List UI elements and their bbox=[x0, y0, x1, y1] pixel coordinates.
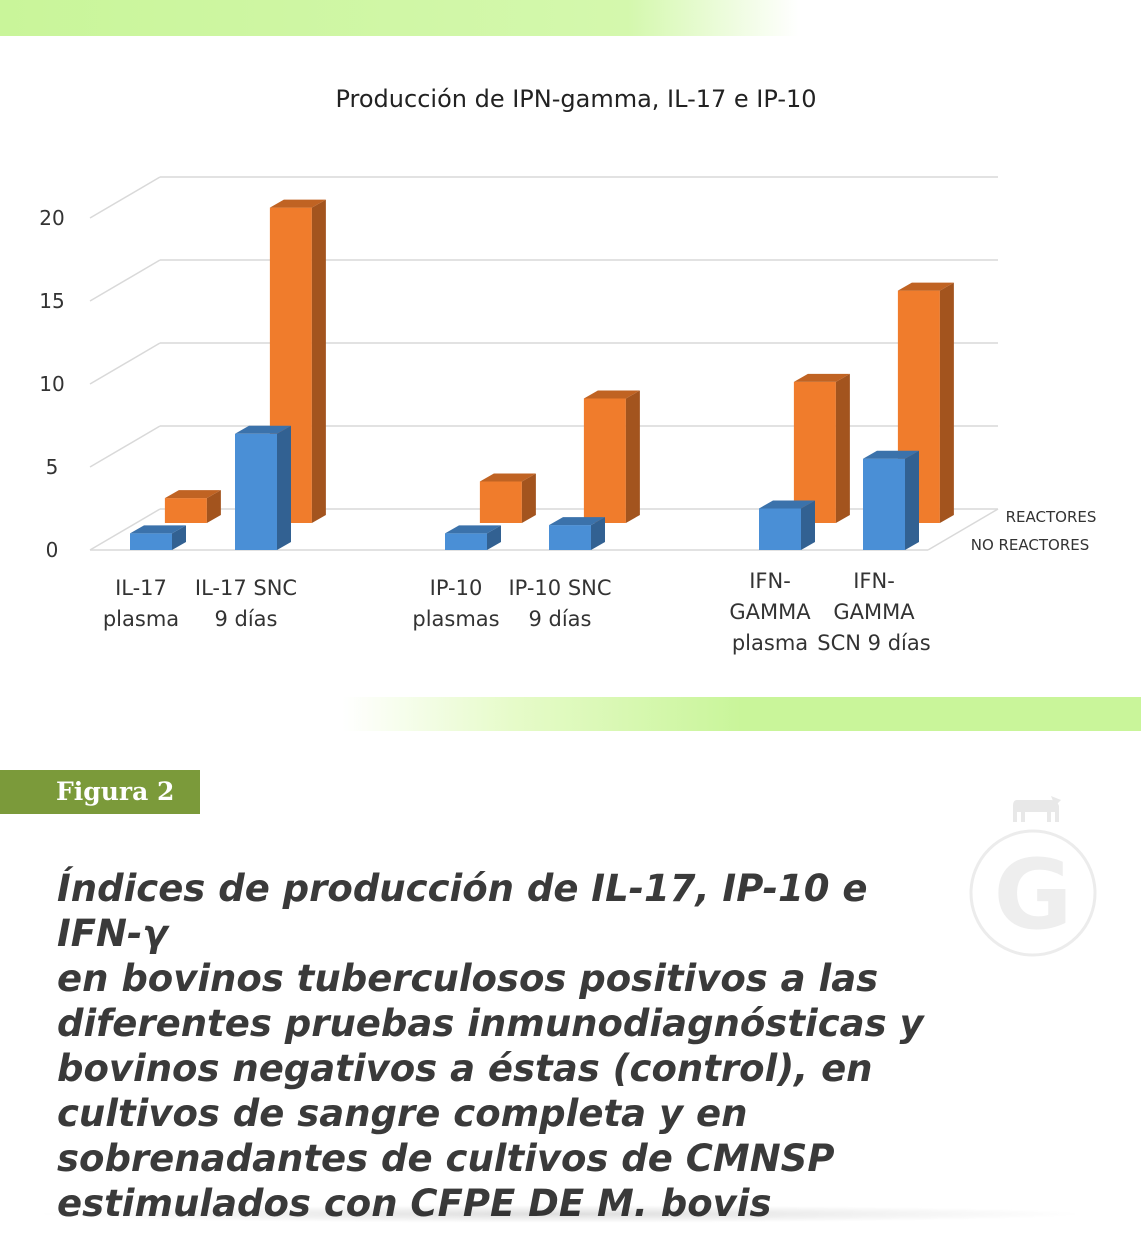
bar-front bbox=[793, 381, 836, 523]
bar-front bbox=[164, 498, 207, 523]
gallo-logo-watermark: G bbox=[969, 796, 1097, 957]
gridline-depth bbox=[89, 508, 161, 551]
x-category-label: SCN 9 días bbox=[817, 631, 930, 655]
bar-no-reactores bbox=[130, 525, 186, 550]
bar-side bbox=[172, 525, 186, 550]
bar-reactores bbox=[793, 373, 850, 523]
bar-no-reactores bbox=[759, 500, 815, 550]
cow-icon bbox=[1013, 796, 1061, 822]
bar-front bbox=[130, 533, 172, 550]
bar-no-reactores bbox=[235, 425, 291, 550]
bar-front bbox=[583, 398, 626, 523]
x-category-label: IP-10 bbox=[430, 576, 483, 600]
y-tick-label: 20 bbox=[39, 206, 64, 230]
x-category-label: IFN- bbox=[749, 569, 791, 593]
x-category-label: GAMMA bbox=[833, 600, 915, 624]
chart-title: Producción de IPN-gamma, IL-17 e IP-10 bbox=[335, 85, 816, 113]
gridline-depth bbox=[89, 176, 161, 219]
y-tick-label: 5 bbox=[46, 455, 59, 479]
bar-side bbox=[487, 525, 501, 550]
x-category-label: IFN- bbox=[853, 569, 895, 593]
bar-top bbox=[479, 473, 536, 482]
bar-no-reactores bbox=[863, 450, 919, 550]
bar-front bbox=[235, 433, 277, 550]
bar-chart-3d: Producción de IPN-gamma, IL-17 e IP-10 0… bbox=[39, 85, 1097, 655]
bar-side bbox=[521, 473, 536, 523]
bar-front bbox=[445, 533, 487, 550]
top-accent-band bbox=[0, 0, 1141, 36]
bar-top bbox=[897, 282, 954, 291]
x-category-label: 9 días bbox=[214, 607, 277, 631]
bottom-shadow bbox=[30, 1205, 1090, 1223]
bar-side bbox=[801, 500, 815, 550]
x-category-label: plasmas bbox=[412, 607, 499, 631]
x-category-label: plasma bbox=[103, 607, 179, 631]
middle-accent-band bbox=[0, 697, 1141, 731]
gridline-depth bbox=[89, 259, 161, 302]
bar-front bbox=[549, 525, 591, 550]
floor-edge bbox=[927, 508, 999, 551]
series-label: NO REACTORES bbox=[971, 536, 1090, 554]
bar-front bbox=[479, 481, 522, 523]
bar-side bbox=[939, 282, 954, 523]
x-category-label: plasma bbox=[732, 631, 808, 655]
x-category-label: IL-17 SNC bbox=[195, 576, 297, 600]
bar-front bbox=[863, 458, 905, 550]
bar-top bbox=[863, 450, 919, 459]
bar-no-reactores bbox=[549, 517, 605, 550]
watermark-letter: G bbox=[994, 839, 1073, 951]
bar-top bbox=[583, 390, 640, 399]
gridline-depth bbox=[89, 342, 161, 385]
bar-top bbox=[793, 373, 850, 382]
bar-side bbox=[311, 199, 326, 523]
bar-top bbox=[549, 517, 605, 526]
bar-side bbox=[277, 425, 291, 550]
series-label: REACTORES bbox=[1006, 508, 1097, 526]
bar-top bbox=[759, 500, 815, 509]
y-tick-label: 10 bbox=[39, 372, 64, 396]
x-category-label: IP-10 SNC bbox=[508, 576, 611, 600]
y-tick-label: 0 bbox=[46, 538, 59, 562]
figure-label: Figura 2 bbox=[0, 770, 200, 814]
bar-reactores bbox=[583, 390, 640, 523]
figure-caption: Índices de producción de IL-17, IP-10 e … bbox=[57, 867, 924, 1225]
bar-top bbox=[445, 525, 501, 534]
x-category-label: GAMMA bbox=[729, 600, 811, 624]
bar-top bbox=[269, 199, 326, 208]
x-category-label: IL-17 bbox=[115, 576, 167, 600]
bar-reactores bbox=[479, 473, 536, 523]
bar-side bbox=[625, 390, 640, 523]
bar-top bbox=[164, 490, 221, 499]
bar-top bbox=[235, 425, 291, 434]
bar-reactores bbox=[164, 490, 221, 523]
bar-front bbox=[759, 508, 801, 550]
bar-side bbox=[206, 490, 221, 523]
bar-side bbox=[905, 450, 919, 550]
x-category-label: 9 días bbox=[528, 607, 591, 631]
bar-side bbox=[591, 517, 605, 550]
y-tick-label: 15 bbox=[39, 289, 64, 313]
bar-side bbox=[835, 373, 850, 523]
bar-top bbox=[130, 525, 186, 534]
gridline-depth bbox=[89, 425, 161, 468]
bar-no-reactores bbox=[445, 525, 501, 550]
